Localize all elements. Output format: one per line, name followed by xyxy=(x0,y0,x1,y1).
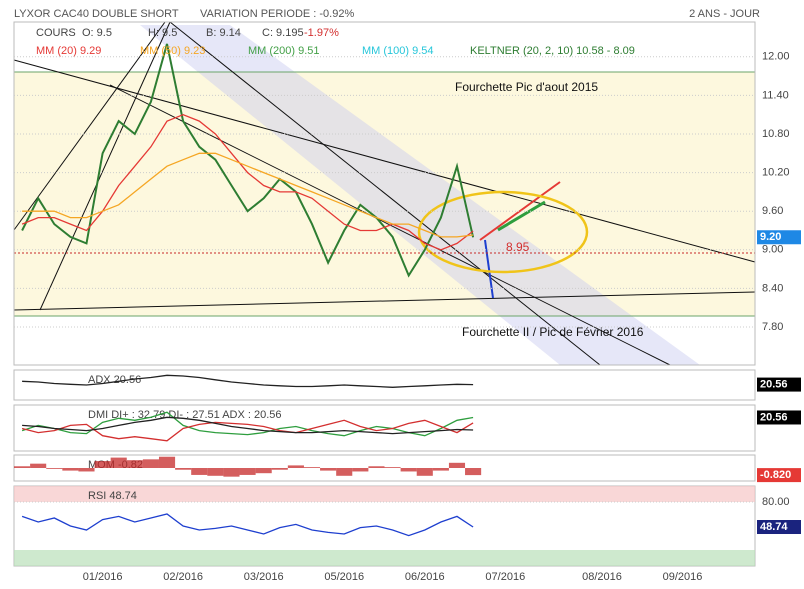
y-tick-label: 7.80 xyxy=(762,321,783,333)
x-tick-label: 05/2016 xyxy=(324,571,364,583)
mom-bar xyxy=(336,468,353,476)
series-line xyxy=(21,43,475,278)
drawings xyxy=(13,21,756,366)
mom-bar xyxy=(400,468,417,472)
subtitle: VARIATION PERIODE : -0.92% xyxy=(200,8,354,20)
period: 2 ANS - JOUR xyxy=(689,8,760,20)
value-badge xyxy=(757,230,801,245)
legend-entry: KELTNER (20, 2, 10) 10.58 - 8.09 xyxy=(470,45,635,57)
mom-bar xyxy=(320,468,337,471)
x-tick-label: 03/2016 xyxy=(244,571,284,583)
x-tick-label: 09/2016 xyxy=(663,571,703,583)
mom-bar xyxy=(223,468,240,477)
trend-line xyxy=(479,181,561,241)
x-tick-label: 01/2016 xyxy=(83,571,123,583)
panel xyxy=(13,369,756,401)
series-line xyxy=(22,374,474,388)
value-badge-label: 20.56 xyxy=(760,378,788,390)
mom-bar xyxy=(303,467,321,468)
legend-entry: MM (50) 9.23 xyxy=(140,45,205,57)
x-tick-label: 02/2016 xyxy=(163,571,203,583)
mom-bar xyxy=(465,468,482,476)
value-badge xyxy=(757,410,801,425)
value-badge xyxy=(757,377,801,392)
y-tick-label: 9.60 xyxy=(762,205,783,217)
x-tick-label: 06/2016 xyxy=(405,571,445,583)
panel-title: RSI 48.74 xyxy=(88,490,137,502)
ohlc-label: C: 9.195 xyxy=(262,27,304,39)
mom-bar xyxy=(352,468,369,472)
mom-bar xyxy=(46,468,63,469)
overbought-band xyxy=(14,486,755,502)
value-badge-label: 20.56 xyxy=(760,411,788,423)
panel-title: ADX 20.56 xyxy=(88,374,141,386)
y-tick-label: 10.20 xyxy=(762,166,790,178)
value-badge-label: -0.820 xyxy=(760,469,791,481)
ohlc-label: B: 9.14 xyxy=(206,27,241,39)
ohlc-label: -1.97% xyxy=(304,27,339,39)
annotation: 8.95 xyxy=(506,240,530,254)
panel-title: DMI DI+ : 32.79 DI- : 27.51 ADX : 20.56 xyxy=(88,409,282,421)
panel xyxy=(13,21,756,366)
mom-bar xyxy=(384,467,401,468)
mom-bar xyxy=(271,468,288,470)
series-line xyxy=(22,152,474,238)
annotation: Fourchette Pic d'aout 2015 xyxy=(455,80,598,94)
highlight xyxy=(417,190,589,274)
ohlc-label: COURS xyxy=(36,27,76,39)
ohlc-label: H: 9.5 xyxy=(148,27,177,39)
arrow xyxy=(497,200,546,232)
mom-bar xyxy=(78,468,95,472)
mom-bar xyxy=(30,463,47,468)
y-tick-label: 80.00 xyxy=(762,496,790,508)
annotation: Fourchette II / Pic de Février 2016 xyxy=(462,325,644,339)
y-tick-label: 8.40 xyxy=(762,282,783,294)
trend-line xyxy=(13,291,756,311)
mom-bar xyxy=(62,468,79,471)
legend-entry: MM (200) 9.51 xyxy=(248,45,320,57)
mom-bar xyxy=(255,468,272,474)
mom-bar xyxy=(126,460,143,468)
mom-bar xyxy=(448,462,466,468)
mom-bar xyxy=(175,468,192,470)
series-line xyxy=(22,416,474,435)
mom-bar xyxy=(287,465,304,468)
series-line xyxy=(21,419,474,442)
x-tick-label: 08/2016 xyxy=(582,571,622,583)
mom-bar xyxy=(142,459,159,468)
mom-bar xyxy=(416,468,433,476)
value-badge-label: 9.20 xyxy=(760,231,781,243)
mom-bar xyxy=(110,457,127,468)
oversold-band xyxy=(14,550,755,566)
mom-bar xyxy=(239,468,256,475)
mom-bar xyxy=(94,461,111,468)
value-badge xyxy=(757,520,801,535)
series-line xyxy=(21,411,474,437)
mom-bar xyxy=(14,466,31,468)
ohlc-label: O: 9.5 xyxy=(82,27,112,39)
mom-bar xyxy=(158,456,176,468)
title: LYXOR CAC40 DOUBLE SHORT xyxy=(14,8,179,20)
mom-bar xyxy=(368,466,385,468)
legend-entry: MM (20) 9.29 xyxy=(36,45,101,57)
value-badge-label: 48.74 xyxy=(760,521,788,533)
legend-entry: MM (100) 9.54 xyxy=(362,45,434,57)
mom-bar xyxy=(191,468,208,475)
trend-line xyxy=(169,21,601,366)
x-tick-label: 07/2016 xyxy=(485,571,525,583)
series-line xyxy=(21,114,474,251)
y-tick-label: 10.80 xyxy=(762,128,790,140)
panel xyxy=(13,404,756,452)
zone xyxy=(14,72,755,316)
trend-line xyxy=(13,21,166,231)
y-tick-label: 11.40 xyxy=(762,89,789,101)
series-line xyxy=(21,513,474,537)
trend-line xyxy=(39,21,171,311)
value-badge xyxy=(757,468,801,483)
y-tick-label: 9.00 xyxy=(762,244,783,256)
y-tick-label: 12.00 xyxy=(762,51,790,63)
mom-bar xyxy=(207,468,224,476)
mom-bar xyxy=(432,468,449,471)
